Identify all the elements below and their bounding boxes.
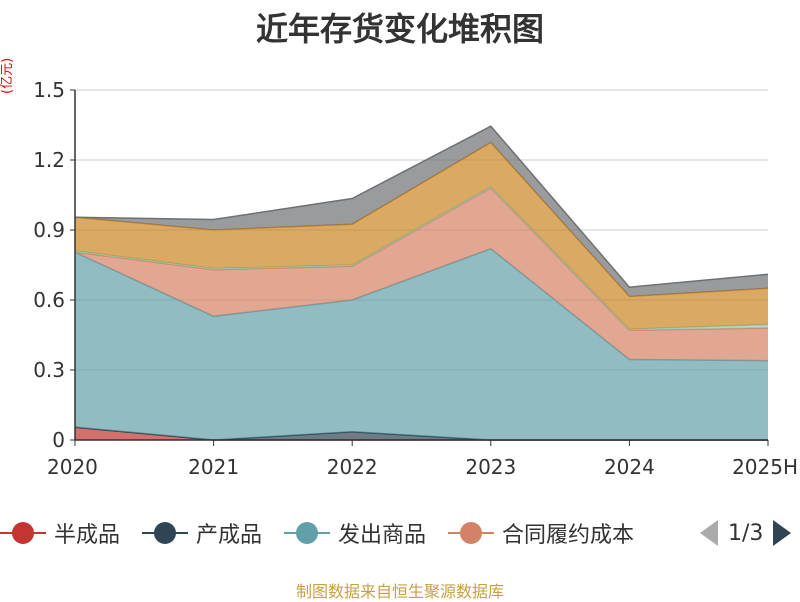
legend-label: 合同履约成本	[502, 523, 635, 548]
legend-label: 发出商品	[338, 523, 427, 548]
series-line	[74, 125, 769, 288]
y-tick-label: 0	[52, 428, 65, 452]
y-tick-label: 1.5	[33, 78, 65, 102]
x-tick-label: 2021	[188, 455, 239, 479]
pager-prev-icon[interactable]	[700, 520, 718, 546]
legend-dot	[154, 522, 177, 544]
legend-label: 产成品	[196, 523, 263, 548]
x-tick-label: 2025H	[732, 455, 798, 479]
chart-title: 近年存货变化堆积图	[255, 10, 544, 48]
x-tick-label: 2024	[604, 455, 655, 479]
x-tick-label: 2020	[47, 455, 98, 479]
pager-page-text: 1/3	[728, 520, 764, 546]
legend-marker-icon	[284, 521, 331, 545]
legend-marker-icon	[448, 521, 495, 545]
series-area	[75, 248, 768, 440]
legend-marker-icon	[142, 521, 189, 545]
legend-dot	[12, 522, 34, 544]
series-area	[75, 126, 768, 297]
legend-item-finished-goods[interactable]: 产成品	[142, 517, 262, 549]
y-tick-label: 0.3	[33, 358, 65, 382]
series-area	[75, 427, 768, 440]
source-note: 制图数据来自恒生聚源数据库	[295, 582, 504, 601]
series-area	[75, 188, 768, 361]
legend-item-goods-shipped[interactable]: 发出商品	[284, 517, 426, 549]
legend-item-contract-cost[interactable]: 合同履约成本	[448, 517, 634, 549]
legend-label: 半成品	[54, 523, 121, 548]
series-line	[74, 247, 769, 362]
pager-next-icon[interactable]	[773, 520, 792, 546]
series-area	[75, 142, 768, 330]
legend-dot	[460, 522, 483, 544]
legend-item-semi-finished[interactable]: 半成品	[0, 517, 120, 549]
legend-dot	[296, 522, 319, 544]
y-tick-label: 0.9	[33, 218, 65, 242]
legend-pager: 1/3	[700, 516, 792, 550]
legend-marker-icon	[0, 521, 46, 545]
y-tick-label: 1.2	[33, 148, 65, 172]
x-tick-label: 2022	[327, 455, 378, 479]
y-tick-label: 0.6	[33, 288, 65, 312]
x-tick-label: 2023	[465, 455, 516, 479]
legend: 半成品 产成品 发出商品 合同履约成本	[0, 516, 656, 550]
series-area	[75, 427, 768, 440]
